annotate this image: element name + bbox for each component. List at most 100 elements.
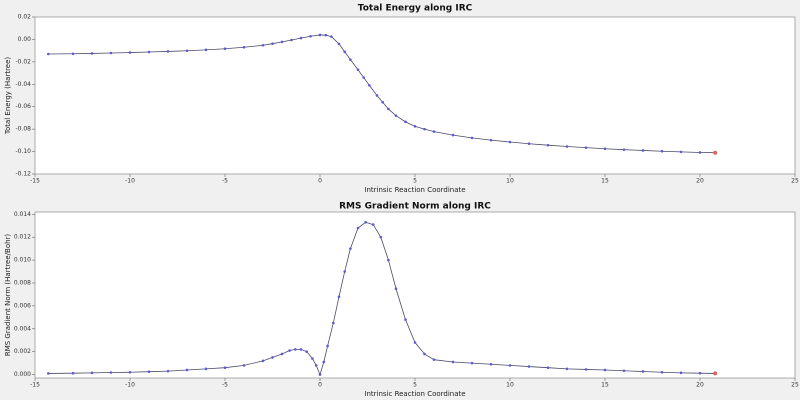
data-point [299,348,303,351]
x-tick-label: 25 [791,382,799,389]
data-point [356,226,360,230]
data-point [349,247,352,250]
data-point [584,368,588,371]
x-tick-label: -10 [125,382,135,389]
x-tick-label: -15 [30,382,40,389]
x-tick-label: 0 [318,382,322,389]
data-point [423,352,426,356]
plot-area [34,211,796,379]
x-tick-label: 15 [601,178,609,185]
data-point [394,287,398,291]
y-tick-label: -0.10 [15,148,31,155]
data-point [387,107,390,111]
data-point [470,136,474,140]
y-tick-label: -0.04 [15,81,31,88]
data-point [147,50,151,54]
x-axis-label: Intrinsic Reaction Coordinate [364,390,465,398]
data-point [71,52,75,56]
data-point [489,362,493,366]
data-point [343,270,347,273]
data-point [204,48,208,52]
data-point [271,42,274,45]
data-point [330,35,333,38]
data-point [290,38,293,42]
data-point [288,349,291,352]
data-point [109,371,113,374]
data-point [294,348,297,351]
data-point [318,33,322,37]
data-point [713,371,718,376]
data-point [324,33,328,37]
y-tick-label: 0.006 [14,302,31,309]
data-point [337,295,341,299]
data-point [379,235,383,239]
data-point [90,52,94,55]
data-point [368,84,371,87]
data-point [185,368,189,372]
y-tick-label: 0.012 [14,234,31,241]
x-tick-label: 20 [696,178,704,185]
y-axis-label: Total Energy (Hartree) [4,57,12,136]
data-point [326,344,329,348]
data-point [280,352,284,356]
data-point [451,133,455,137]
y-tick-label: 0.014 [14,211,31,218]
y-tick-label: -0.02 [15,58,31,65]
plot-area [34,16,796,175]
x-tick-label: -5 [222,382,228,389]
y-tick-label: 0.002 [14,348,31,355]
data-point [128,51,132,54]
y-axis-label: RMS Gradient Norm (Hartree/Bohr) [4,234,12,357]
data-point [660,370,664,374]
data-point [698,151,702,154]
x-tick-label: 5 [413,178,417,185]
x-tick-label: 10 [506,178,514,185]
data-point [185,49,189,53]
data-point [309,34,312,38]
data-point [242,364,246,367]
data-point [394,114,398,117]
series-line [48,221,716,376]
data-point [166,50,170,53]
data-point [166,369,170,373]
y-tick-label: -0.08 [15,126,31,133]
data-point [508,364,512,367]
data-point [128,370,132,374]
data-point [204,367,208,371]
data-point [489,138,493,142]
data-point [432,358,436,361]
data-point [603,147,607,151]
x-tick-label: 0 [318,178,322,185]
data-point [641,149,645,152]
y-tick-label: 0.000 [14,371,31,378]
data-point [314,364,318,367]
data-point [413,125,417,128]
data-point [546,143,550,147]
data-point [71,371,75,375]
y-tick-label: -0.12 [15,171,31,178]
x-tick-label: 15 [601,382,609,389]
data-point [679,371,683,375]
data-point [404,120,407,124]
data-point [318,373,322,376]
data-point [387,258,390,262]
data-point [622,148,626,151]
data-point [404,318,407,321]
data-point [311,357,314,360]
data-point [223,366,227,369]
data-point [305,350,309,353]
x-tick-label: 10 [506,382,514,389]
y-tick-label: 0.008 [14,279,31,286]
data-point [423,127,426,131]
data-point [280,40,284,44]
x-tick-label: 20 [696,382,704,389]
data-point [432,130,436,133]
data-point [527,365,531,368]
data-point [565,145,569,148]
data-point [47,372,50,375]
data-point [90,371,94,375]
y-tick-label: 0.004 [14,325,31,332]
data-point [413,341,417,344]
data-point [508,140,512,144]
